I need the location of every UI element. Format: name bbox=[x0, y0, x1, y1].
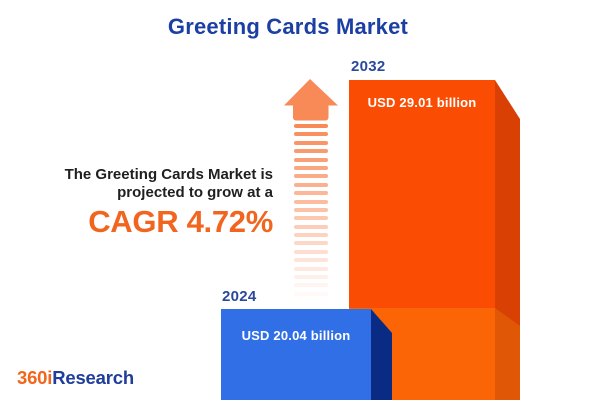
logo-part-research: Research bbox=[52, 367, 134, 388]
growth-arrow-head-icon bbox=[284, 79, 338, 121]
narrative-line-2: projected to grow at a bbox=[117, 183, 273, 201]
bar-2032-side-base bbox=[495, 308, 520, 400]
bar-label-2032: 2032 bbox=[351, 58, 386, 75]
narrative-line-1: The Greeting Cards Market is bbox=[64, 166, 273, 183]
bar-value-2024: USD 20.04 billion bbox=[241, 328, 351, 343]
brand-logo: 360iResearch bbox=[17, 367, 134, 389]
growth-arrow-stripes bbox=[294, 124, 328, 300]
cagr-value: CAGR 4.72% bbox=[88, 204, 273, 239]
narrative-block: The Greeting Cards Market is projected t… bbox=[64, 166, 274, 240]
bar-2024-front-face bbox=[221, 309, 371, 400]
logo-part-360i: 360i bbox=[17, 367, 53, 388]
bar-2024-side-face bbox=[371, 309, 392, 400]
bar-label-2024: 2024 bbox=[222, 288, 257, 305]
page-title: Greeting Cards Market bbox=[167, 14, 409, 39]
bar-value-2032: USD 29.01 billion bbox=[367, 95, 477, 110]
